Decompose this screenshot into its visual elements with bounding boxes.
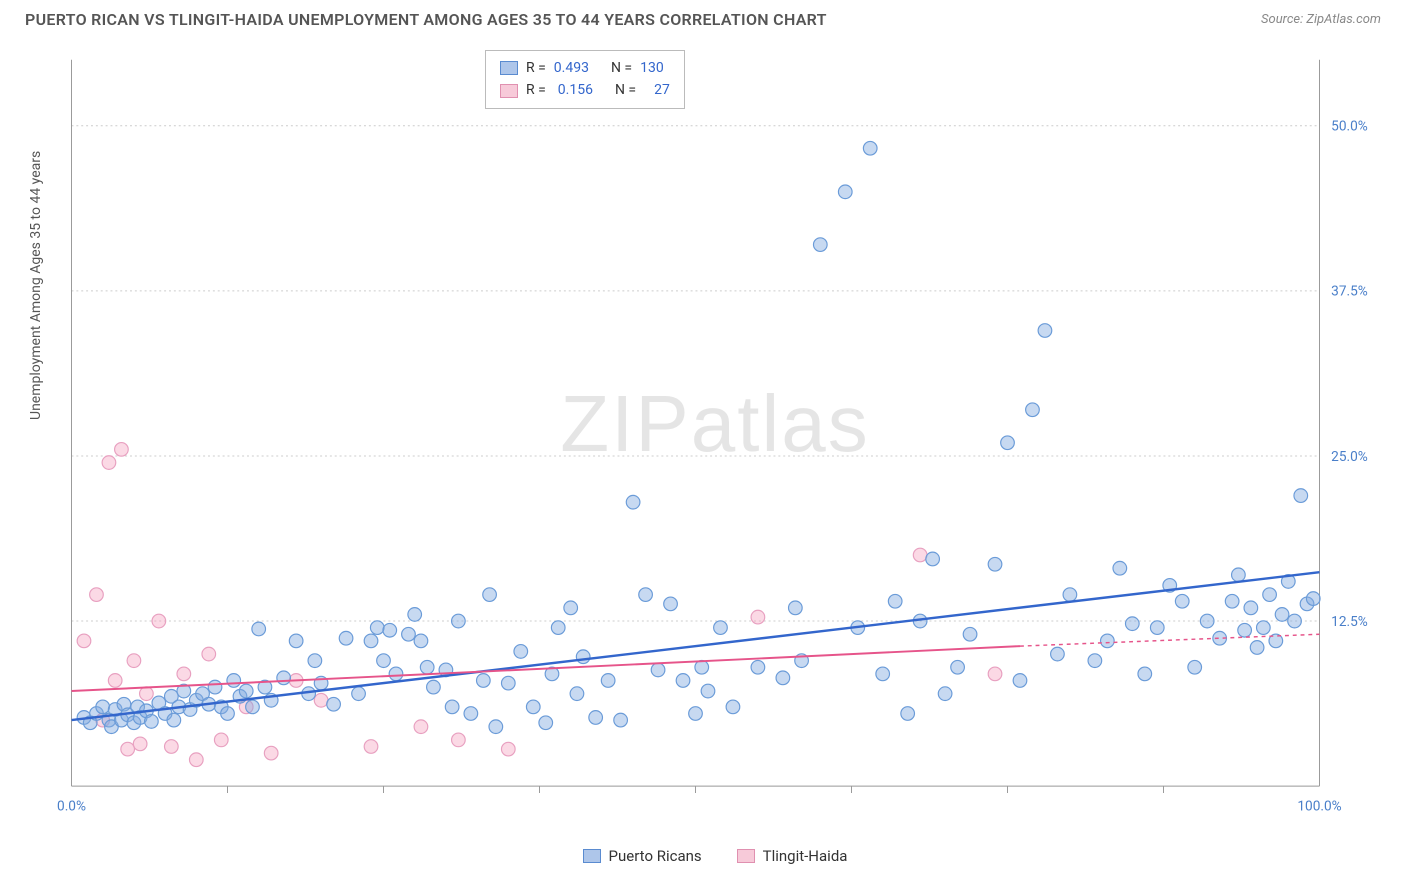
- svg-text:12.5%: 12.5%: [1331, 614, 1368, 630]
- svg-text:25.0%: 25.0%: [1331, 449, 1368, 465]
- legend-swatch-blue: [583, 849, 601, 863]
- y-axis-label: Unemployment Among Ages 35 to 44 years: [28, 151, 44, 420]
- chart-title: PUERTO RICAN VS TLINGIT-HAIDA UNEMPLOYME…: [25, 10, 827, 29]
- legend-row: R = 0.493 N = 130: [500, 57, 670, 79]
- chart-header: PUERTO RICAN VS TLINGIT-HAIDA UNEMPLOYME…: [0, 0, 1406, 34]
- svg-text:0.0%: 0.0%: [57, 798, 86, 814]
- svg-text:50.0%: 50.0%: [1331, 119, 1368, 135]
- series-legend: Puerto Ricans Tlingit-Haida: [50, 847, 1380, 865]
- legend-item: Tlingit-Haida: [737, 847, 848, 865]
- legend-item: Puerto Ricans: [583, 847, 702, 865]
- chart-area: 12.5%25.0%37.5%50.0%0.0%100.0% ZIPatlas …: [50, 50, 1380, 830]
- chart-source: Source: ZipAtlas.com: [1261, 12, 1381, 27]
- legend-swatch-pink: [737, 849, 755, 863]
- correlation-legend: R = 0.493 N = 130 R = 0.156 N = 27: [485, 50, 685, 109]
- scatter-plot: 12.5% 25.0% 37.5% 50.0% 0.0% 100.0%: [50, 50, 1380, 830]
- legend-row: R = 0.156 N = 27: [500, 79, 670, 101]
- legend-swatch-blue: [500, 61, 518, 75]
- svg-text:37.5%: 37.5%: [1331, 284, 1368, 300]
- svg-text:100.0%: 100.0%: [1297, 798, 1341, 814]
- legend-swatch-pink: [500, 84, 518, 98]
